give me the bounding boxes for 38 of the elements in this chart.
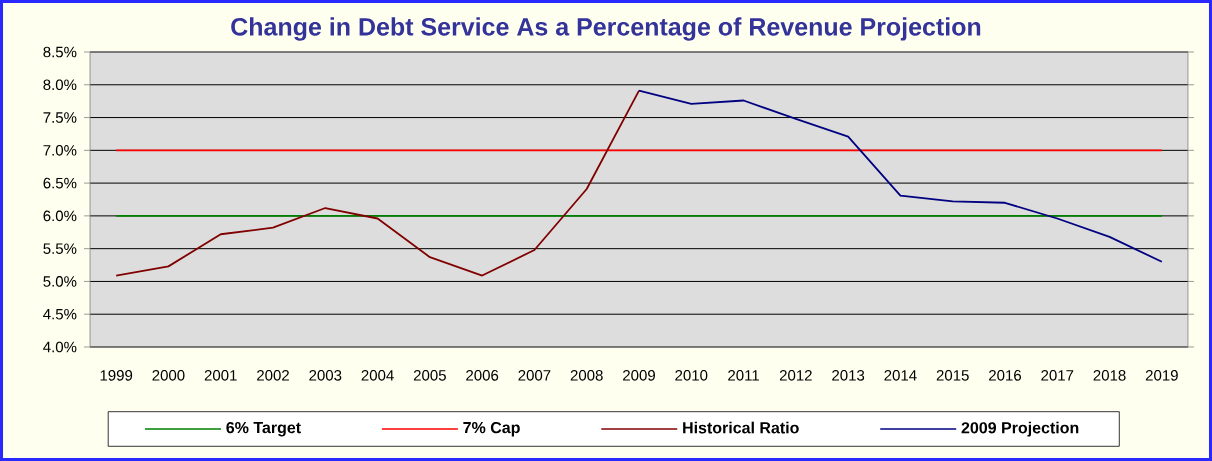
chart-title: Change in Debt Service As a Percentage of Revenue Projection — [231, 17, 981, 41]
y-tick-label: 8.0% — [43, 79, 77, 91]
y-tick-label: 7.5% — [43, 112, 77, 123]
x-tick-label: 2013 — [832, 370, 865, 381]
legend-label: 7% Cap — [463, 421, 520, 437]
x-tick-label: 2005 — [413, 370, 446, 381]
x-tick-label: 2018 — [1093, 370, 1126, 381]
x-tick-label: 2009 — [623, 370, 655, 381]
x-tick-label: 2012 — [779, 370, 812, 381]
x-tick-label: 2017 — [1041, 370, 1074, 381]
x-tick-label: 2011 — [728, 370, 759, 381]
x-tick-label: 2002 — [257, 370, 289, 381]
x-tick-label: 2019 — [1145, 370, 1178, 381]
x-tick-label: 1999 — [100, 370, 133, 381]
y-tick-label: 7.0% — [43, 145, 77, 156]
x-tick-label: 2016 — [989, 370, 1022, 381]
y-tick-label: 5.5% — [43, 243, 77, 254]
y-tick-label: 8.5% — [43, 46, 77, 58]
legend-label: 6% Target — [226, 421, 301, 437]
x-tick-label: 2001 — [204, 370, 237, 381]
x-tick-label: 2008 — [570, 370, 603, 381]
line-series — [638, 89, 1163, 263]
legend-label: 2009 Projection — [961, 421, 1079, 437]
x-tick-label: 2000 — [152, 370, 185, 381]
x-tick-label: 2014 — [884, 370, 917, 381]
y-tick-label: 4.5% — [43, 308, 77, 320]
line-series — [115, 89, 640, 277]
legend-label: Historical Ratio — [683, 421, 799, 434]
y-tick-label: 5.0% — [43, 276, 77, 287]
x-tick-label: 2006 — [466, 370, 499, 381]
x-tick-label: 2010 — [675, 370, 708, 381]
x-tick-label: 2003 — [309, 370, 342, 381]
x-tick-label: 2015 — [936, 370, 969, 381]
y-tick-label: 6.0% — [43, 210, 77, 222]
x-tick-label: 2007 — [518, 370, 551, 381]
x-tick-label: 2004 — [361, 370, 394, 381]
y-tick-label: 4.0% — [43, 341, 77, 353]
y-tick-label: 6.5% — [43, 177, 77, 189]
